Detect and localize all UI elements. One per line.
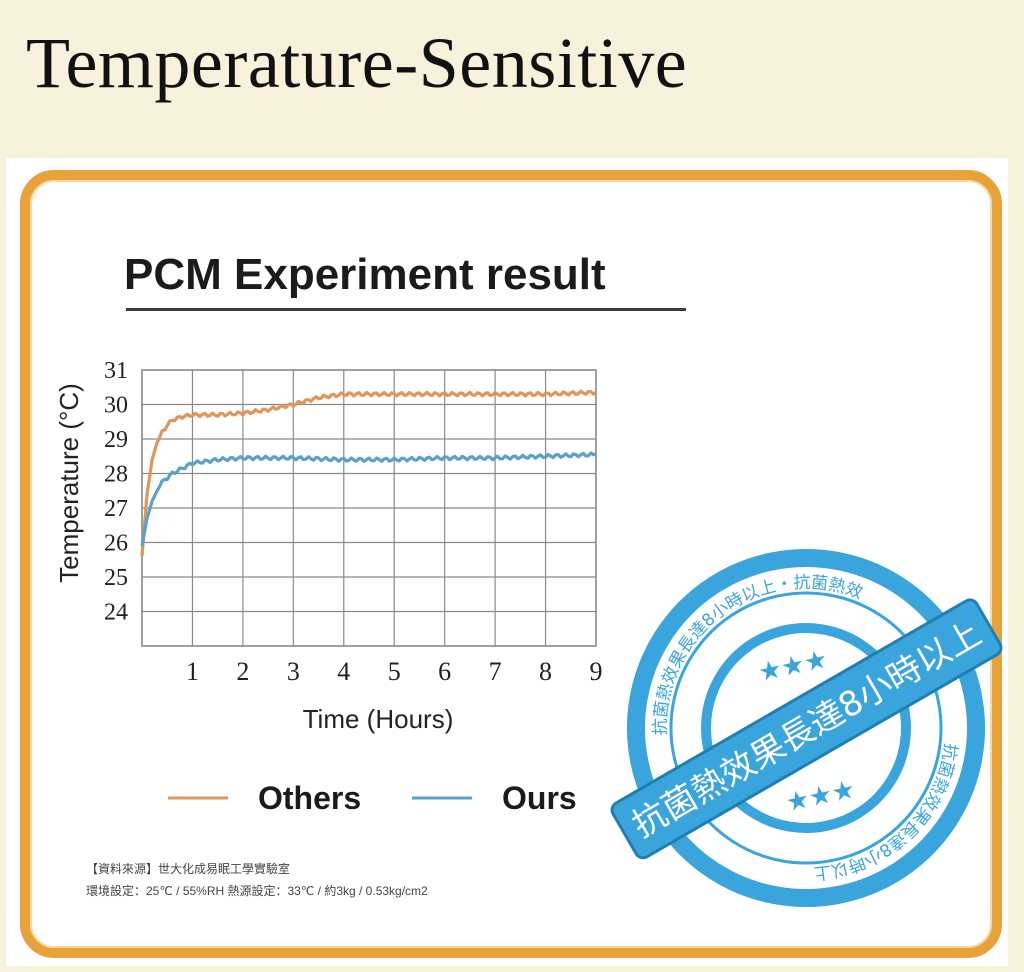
y-tick-label: 30 [104, 393, 128, 419]
y-tick-label: 29 [104, 427, 128, 453]
x-tick-label: 9 [590, 657, 603, 686]
chart-plot: 1 2 3 4 5 6 7 8 9 31 30 29 28 27 26 25 24 Time (Hours) T… [54, 358, 603, 816]
x-tick-label: 8 [539, 657, 552, 686]
chart-title: PCM Experiment result [124, 250, 606, 299]
y-tick-label: 25 [104, 565, 128, 591]
series-line-ours [140, 451, 597, 547]
warmth-duration-stamp: 抗菌熱效果長達8小時以上・抗菌熱效 抗菌熱效果長達8小時以上 ★★★ ★★★ 抗… [610, 549, 1003, 907]
chart-ticks: 1 2 3 4 5 6 7 8 9 31 30 29 28 27 26 25 24 [104, 358, 603, 686]
legend-label-others: Others [258, 780, 361, 816]
y-tick-label: 31 [104, 358, 128, 384]
chart-series [140, 389, 597, 557]
legend-label-ours: Ours [502, 780, 577, 816]
footnote-source: 【資料來源】世大化成易眠工學實驗室 [86, 862, 291, 876]
y-tick-label: 26 [104, 531, 128, 557]
chart-grid [141, 369, 597, 647]
footnote-settings: 環境設定：25℃ / 55%RH 熱源設定：33℃ / 約3kg / 0.53k… [86, 884, 428, 898]
x-tick-label: 6 [438, 657, 451, 686]
x-tick-label: 5 [388, 657, 401, 686]
stamp-banner [610, 598, 1003, 860]
x-tick-label: 4 [337, 657, 350, 686]
chart-footnote: 【資料來源】世大化成易眠工學實驗室 環境設定：25℃ / 55%RH 熱源設定：… [86, 858, 428, 902]
chart-title-underline [126, 308, 686, 311]
y-tick-label: 28 [104, 462, 128, 488]
y-tick-label: 24 [104, 600, 128, 626]
y-axis-label: Temperature (°C) [54, 383, 84, 583]
chart-card-image: PCM Experiment result 1 2 3 4 5 6 7 8 9 31 30 29 28 2… [6, 158, 1008, 966]
chart-legend: Others Ours [168, 780, 577, 816]
page-title: Temperature-Sensitive [26, 23, 688, 103]
x-tick-label: 1 [186, 657, 199, 686]
x-tick-label: 7 [489, 657, 502, 686]
x-tick-label: 3 [287, 657, 300, 686]
series-line-others [140, 389, 597, 557]
x-axis-label: Time (Hours) [303, 704, 454, 734]
y-tick-label: 27 [104, 496, 128, 522]
x-tick-label: 2 [236, 657, 249, 686]
